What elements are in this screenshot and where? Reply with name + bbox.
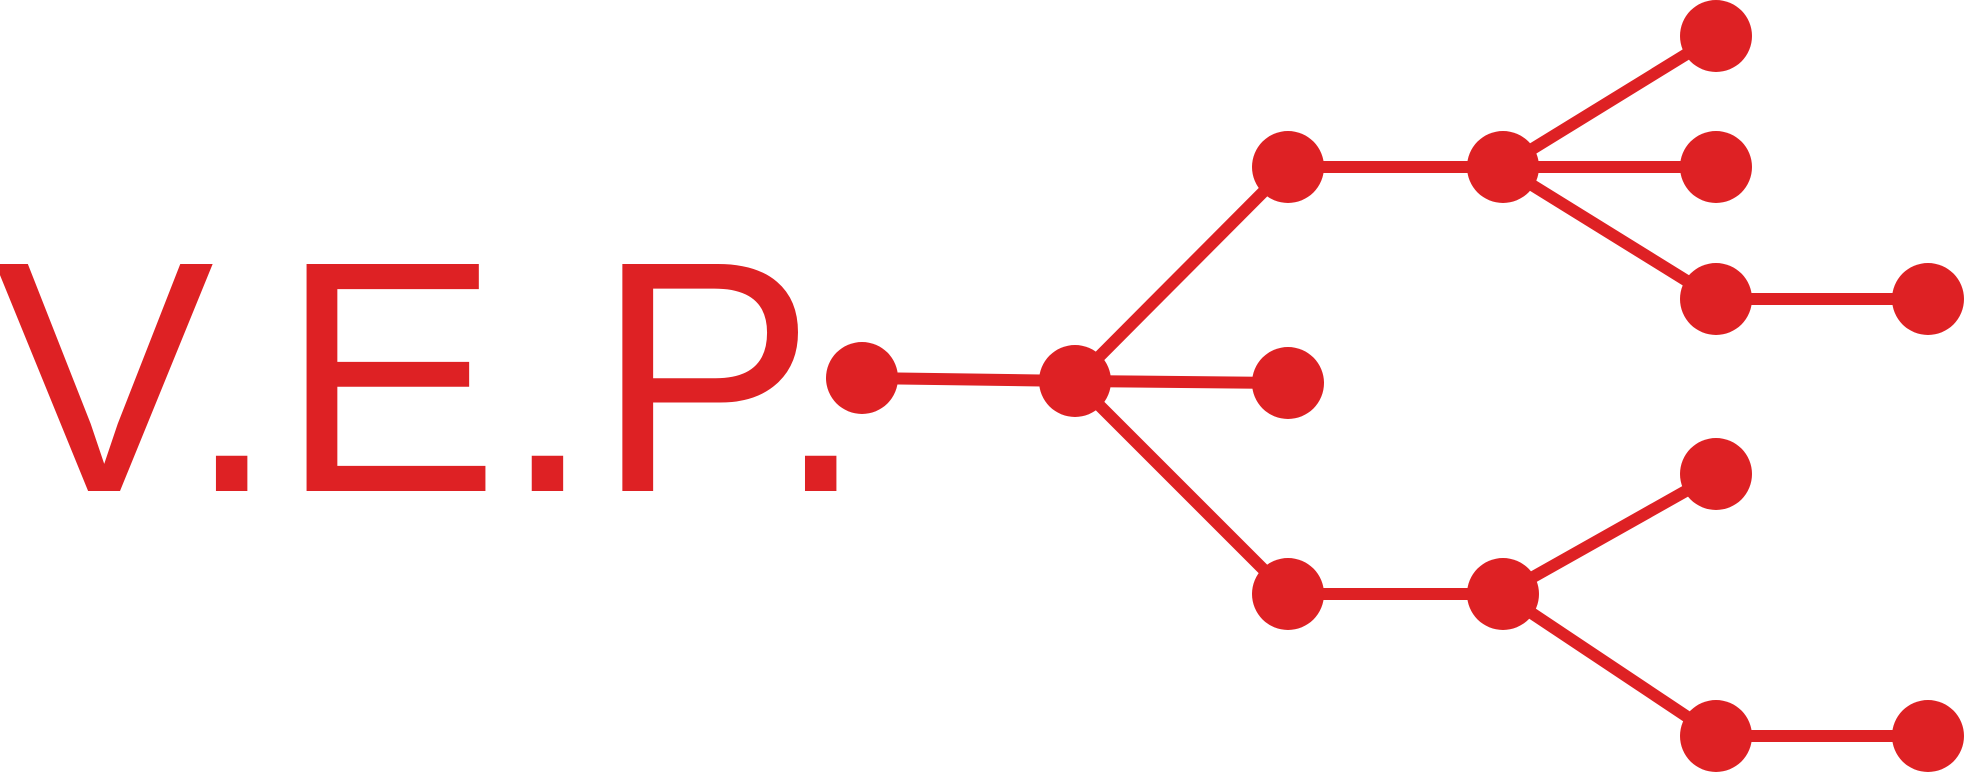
tree-node-b2 — [1467, 558, 1539, 630]
tree-edge-t2-t3a — [1499, 30, 1720, 173]
tree-node-root — [826, 342, 898, 414]
tree-edge-hub-t1 — [1070, 162, 1293, 386]
tree-edge-b2-b3a — [1500, 468, 1719, 600]
tree-node-t4c — [1892, 263, 1964, 335]
tree-nodes — [826, 0, 1964, 772]
tree-node-b4b — [1892, 700, 1964, 772]
tree-node-t3c — [1680, 263, 1752, 335]
logo-wordmark: V.E.P. — [0, 192, 869, 561]
tree-node-t1 — [1252, 131, 1324, 203]
tree-node-m1 — [1252, 347, 1324, 419]
tree-node-t3b — [1680, 131, 1752, 203]
tree-edge-t2-t3c — [1499, 161, 1720, 305]
tree-node-t2 — [1467, 131, 1539, 203]
tree-node-b1 — [1252, 558, 1324, 630]
tree-node-t3a — [1680, 0, 1752, 72]
tree-edge-hub-b1 — [1070, 376, 1293, 599]
tree-edges — [861, 30, 1928, 742]
tree-node-b3a — [1680, 438, 1752, 510]
tree-edge-b2-b3b — [1499, 589, 1720, 741]
tree-node-b3b — [1680, 700, 1752, 772]
tree-node-hub — [1039, 345, 1111, 417]
